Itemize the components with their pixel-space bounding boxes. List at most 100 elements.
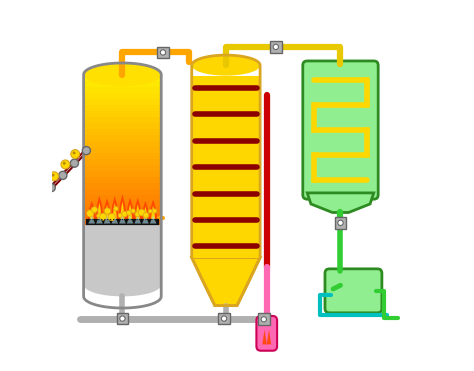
Polygon shape [87,201,97,224]
Polygon shape [128,204,133,224]
Polygon shape [127,216,133,224]
Bar [83,176,161,183]
Bar [83,146,161,153]
Polygon shape [143,207,148,224]
Polygon shape [307,193,374,213]
Bar [83,128,161,135]
Polygon shape [119,216,126,224]
Circle shape [148,209,152,213]
Circle shape [63,162,66,165]
Circle shape [97,214,101,218]
Polygon shape [133,198,143,224]
Bar [83,194,161,201]
Polygon shape [142,216,149,224]
Circle shape [120,316,125,321]
Polygon shape [111,216,118,224]
Bar [83,134,161,141]
Circle shape [91,207,98,213]
Circle shape [104,208,110,214]
Polygon shape [118,194,127,224]
Polygon shape [104,204,109,224]
Bar [83,158,161,165]
Bar [157,46,169,58]
Bar [83,116,161,123]
Bar [83,79,161,87]
Bar [83,220,161,227]
Bar [83,104,161,111]
Polygon shape [150,216,156,224]
Circle shape [261,316,266,322]
Polygon shape [95,196,104,224]
Bar [83,92,161,99]
Bar [83,170,161,177]
Circle shape [131,209,135,213]
Polygon shape [125,197,135,224]
Bar [270,41,282,53]
Circle shape [221,316,227,321]
Polygon shape [262,330,267,344]
Circle shape [52,174,55,177]
Circle shape [73,151,75,154]
Bar [117,313,128,325]
Polygon shape [89,207,94,224]
Circle shape [59,171,67,180]
Circle shape [47,184,55,192]
FancyBboxPatch shape [325,269,382,313]
Polygon shape [120,201,125,224]
Circle shape [273,44,278,50]
Circle shape [61,160,70,169]
Ellipse shape [83,273,161,296]
Bar [83,188,161,195]
Bar [83,152,161,159]
Bar [83,98,161,105]
Ellipse shape [191,55,260,76]
Circle shape [135,212,140,217]
Circle shape [160,50,165,55]
Bar [83,86,161,93]
Circle shape [100,213,107,220]
Bar [218,313,230,325]
Polygon shape [89,216,95,224]
Circle shape [108,213,115,221]
FancyBboxPatch shape [303,61,378,199]
Bar [83,214,161,285]
Bar [258,313,270,325]
Polygon shape [112,203,118,224]
Circle shape [122,211,128,217]
Circle shape [114,206,118,211]
Polygon shape [96,216,103,224]
Circle shape [87,210,94,217]
Polygon shape [104,216,110,224]
Circle shape [71,150,80,158]
Bar [335,217,346,229]
Circle shape [153,209,157,213]
Bar [83,200,161,207]
Polygon shape [151,206,155,224]
Polygon shape [135,216,141,224]
FancyBboxPatch shape [256,316,277,351]
Circle shape [118,213,122,218]
Polygon shape [110,196,119,224]
Polygon shape [97,203,102,224]
Polygon shape [191,257,260,306]
Bar [83,212,161,219]
Polygon shape [102,198,112,224]
Circle shape [70,159,79,167]
Polygon shape [141,201,150,224]
Circle shape [50,172,59,181]
Polygon shape [267,330,271,344]
Bar [83,73,161,81]
Bar [83,122,161,129]
Polygon shape [135,204,140,224]
Bar [83,182,161,189]
Polygon shape [148,199,158,224]
Bar [83,218,161,226]
Bar [83,110,161,117]
Circle shape [127,210,131,215]
Circle shape [82,147,91,155]
Bar [191,76,260,257]
Circle shape [338,220,343,226]
Bar [83,206,161,213]
Ellipse shape [83,63,161,86]
Circle shape [138,209,145,216]
